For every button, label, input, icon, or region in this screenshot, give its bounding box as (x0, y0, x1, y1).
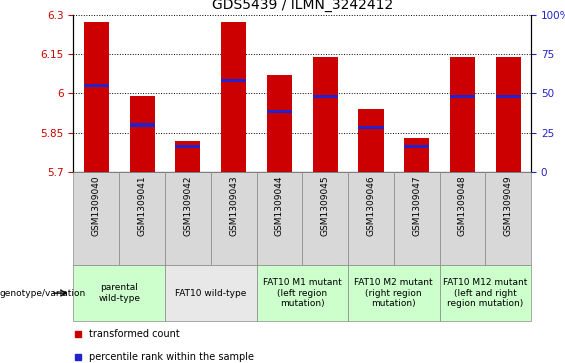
Text: genotype/variation: genotype/variation (0, 289, 86, 298)
Bar (257, 265, 348, 321)
Bar (73, 265, 165, 321)
Text: GSM1309049: GSM1309049 (504, 175, 512, 236)
Text: FAT10 wild-type: FAT10 wild-type (175, 289, 246, 298)
Bar (404, 144, 429, 148)
Bar (440, 265, 531, 321)
Bar (496, 94, 521, 98)
Bar (348, 265, 440, 321)
Bar (348, 172, 394, 265)
Bar (165, 172, 211, 265)
Text: FAT10 M1 mutant
(left region
mutation): FAT10 M1 mutant (left region mutation) (263, 278, 342, 308)
Text: GSM1309040: GSM1309040 (92, 175, 101, 236)
Text: parental
wild-type: parental wild-type (98, 284, 140, 303)
Bar (440, 172, 485, 265)
Bar (221, 79, 246, 82)
Bar (267, 110, 292, 114)
Bar (450, 94, 475, 98)
Text: GSM1309046: GSM1309046 (367, 175, 375, 236)
Bar (175, 144, 201, 148)
Text: GSM1309048: GSM1309048 (458, 175, 467, 236)
Bar (73, 172, 119, 265)
Bar (129, 123, 155, 127)
Bar (119, 172, 165, 265)
Bar (485, 172, 531, 265)
Text: GSM1309042: GSM1309042 (184, 175, 192, 236)
Text: FAT10 M12 mutant
(left and right
region mutation): FAT10 M12 mutant (left and right region … (443, 278, 528, 308)
Bar (129, 96, 155, 172)
Title: GDS5439 / ILMN_3242412: GDS5439 / ILMN_3242412 (212, 0, 393, 12)
Text: GSM1309044: GSM1309044 (275, 175, 284, 236)
Bar (175, 141, 201, 172)
Bar (221, 23, 246, 172)
Text: GSM1309043: GSM1309043 (229, 175, 238, 236)
Text: percentile rank within the sample: percentile rank within the sample (89, 352, 254, 362)
Text: FAT10 M2 mutant
(right region
mutation): FAT10 M2 mutant (right region mutation) (354, 278, 433, 308)
Bar (450, 57, 475, 172)
Bar (358, 109, 384, 172)
Bar (358, 126, 384, 129)
Bar (302, 172, 348, 265)
Text: GSM1309041: GSM1309041 (138, 175, 146, 236)
Text: GSM1309045: GSM1309045 (321, 175, 329, 236)
Bar (165, 265, 257, 321)
Bar (257, 172, 302, 265)
Bar (404, 138, 429, 172)
Bar (84, 23, 109, 172)
Text: transformed count: transformed count (89, 329, 180, 339)
Bar (84, 84, 109, 87)
Bar (312, 57, 338, 172)
Bar (267, 75, 292, 172)
Bar (211, 172, 257, 265)
Bar (312, 94, 338, 98)
Text: GSM1309047: GSM1309047 (412, 175, 421, 236)
Bar (496, 57, 521, 172)
Bar (394, 172, 440, 265)
